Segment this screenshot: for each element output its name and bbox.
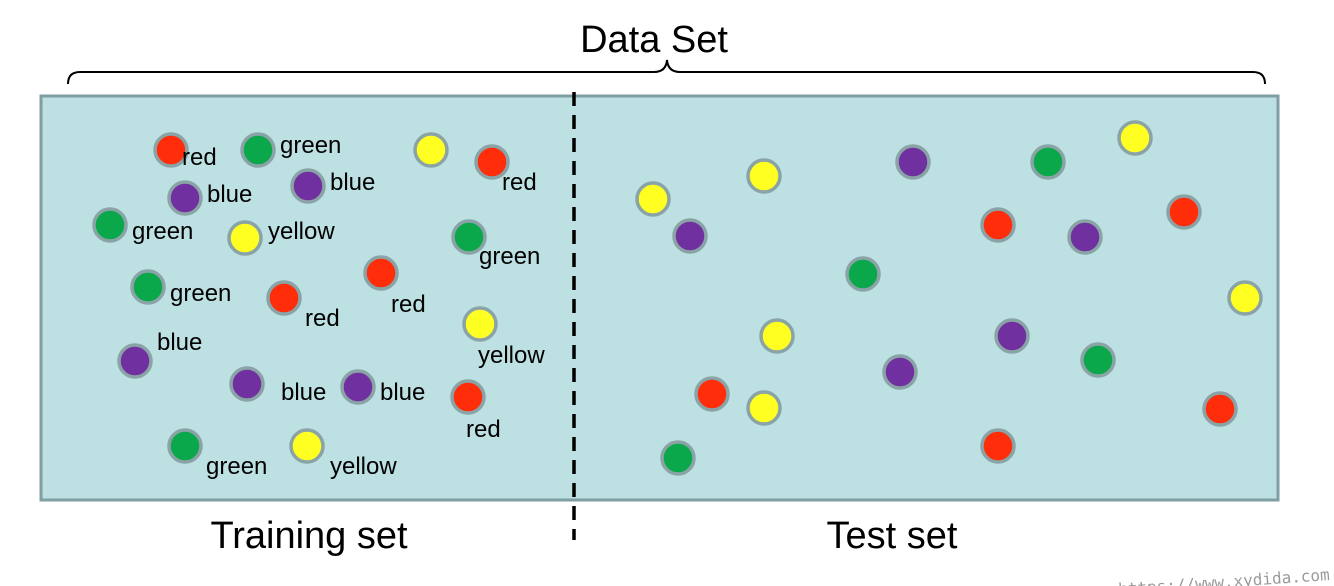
point-label: blue (207, 181, 252, 208)
point-label: blue (330, 169, 375, 196)
green-point (167, 428, 203, 464)
diagram-title: Data Set (580, 19, 728, 61)
point-label: yellow (330, 453, 397, 480)
green-point (92, 207, 128, 243)
point-label: blue (157, 329, 202, 356)
red-test-point (980, 428, 1016, 464)
point-label: red (502, 169, 537, 196)
yellow-test-point (746, 158, 782, 194)
green-point (130, 269, 166, 305)
green-test-point (1030, 144, 1066, 180)
point-label: green (479, 243, 540, 270)
training-points: red green red blue blue green yellow green red gr… (92, 132, 545, 480)
red-point (450, 379, 486, 415)
yellow-test-point (1227, 280, 1263, 316)
blue-point (290, 168, 326, 204)
yellow-test-point (1117, 120, 1153, 156)
blue-test-point (1067, 219, 1103, 255)
point-label: green (170, 280, 231, 307)
blue-test-point (895, 144, 931, 180)
point-label: red (466, 416, 501, 443)
point-label: red (305, 305, 340, 332)
green-point (451, 219, 487, 255)
red-test-point (1166, 194, 1202, 230)
red-test-point (980, 207, 1016, 243)
point-label: yellow (268, 218, 335, 245)
blue-test-point (994, 318, 1030, 354)
yellow-test-point (635, 181, 671, 217)
test-points (635, 120, 1263, 476)
blue-point (167, 180, 203, 216)
point-label: yellow (478, 342, 545, 369)
point-label: green (132, 218, 193, 245)
green-test-point (660, 440, 696, 476)
red-test-point (1202, 391, 1238, 427)
training-set-label: Training set (210, 515, 408, 557)
dataset-brace (67, 59, 1266, 85)
red-point (363, 255, 399, 291)
yellow-test-point (746, 390, 782, 426)
red-point (153, 132, 189, 168)
point-label: blue (281, 379, 326, 406)
watermark: https://www.xydida.com (1118, 565, 1331, 586)
yellow-point (413, 132, 449, 168)
red-point (266, 280, 302, 316)
yellow-test-point (759, 318, 795, 354)
point-label: green (206, 453, 267, 480)
red-test-point (694, 376, 730, 412)
blue-point (117, 343, 153, 379)
blue-point (340, 369, 376, 405)
yellow-point (289, 428, 325, 464)
blue-test-point (882, 354, 918, 390)
red-point (474, 144, 510, 180)
point-label: red (182, 144, 217, 171)
yellow-point (227, 220, 263, 256)
point-label: red (391, 291, 426, 318)
test-set-label: Test set (827, 515, 958, 557)
point-label: blue (380, 379, 425, 406)
green-test-point (1080, 342, 1116, 378)
yellow-point (462, 306, 498, 342)
blue-point (229, 366, 265, 402)
point-label: green (280, 132, 341, 159)
green-test-point (845, 256, 881, 292)
blue-test-point (672, 218, 708, 254)
green-point (240, 132, 276, 168)
